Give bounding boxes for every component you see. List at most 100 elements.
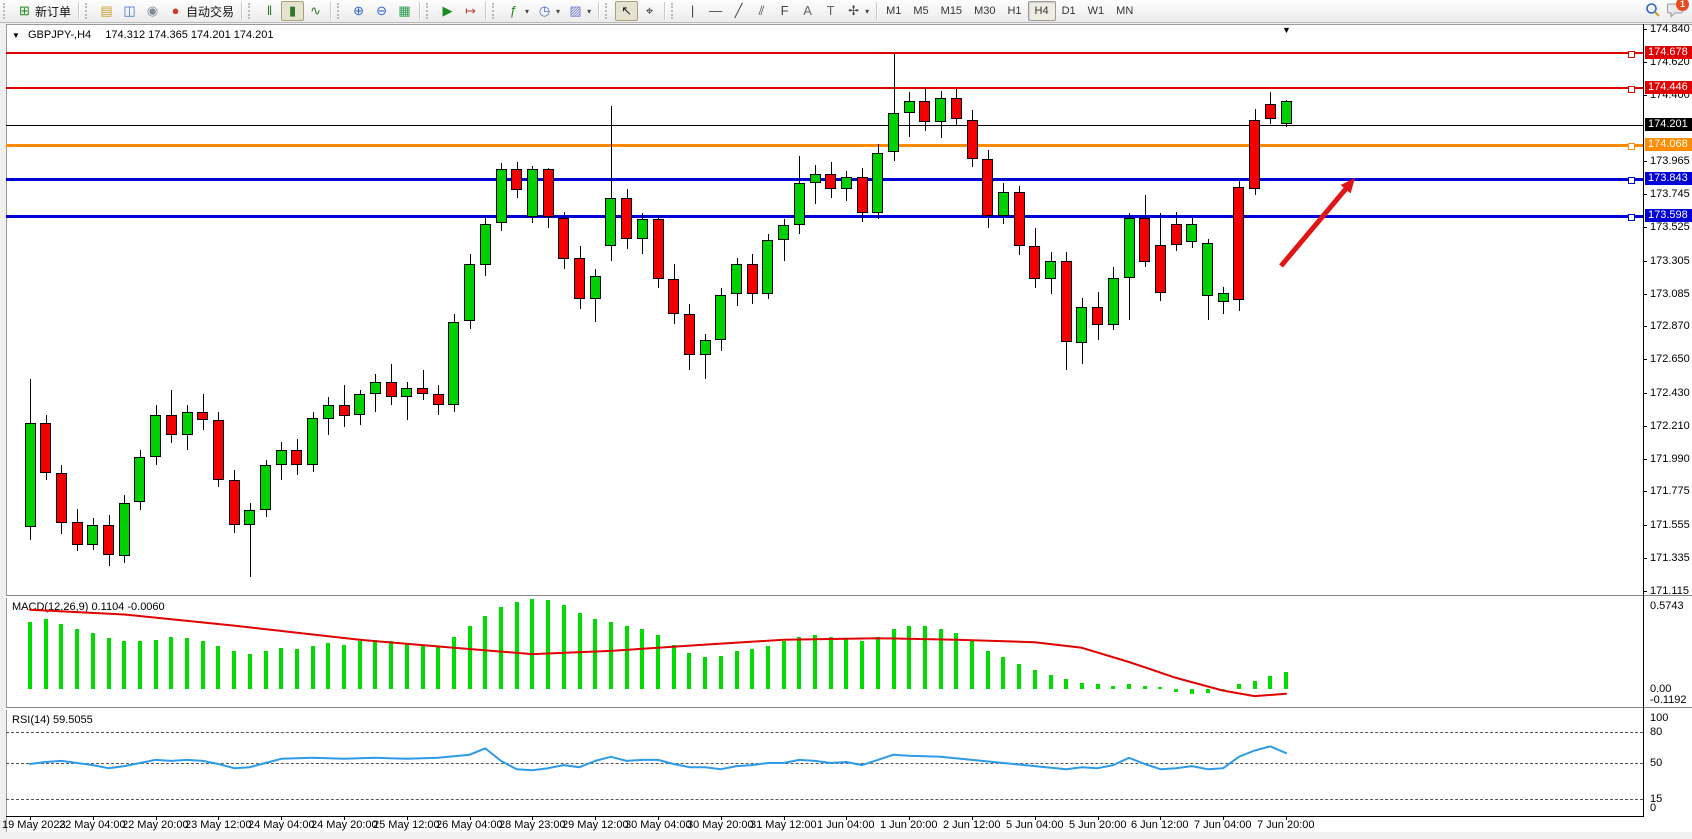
candle[interactable] — [747, 264, 758, 294]
candle[interactable] — [653, 219, 664, 279]
candle[interactable] — [229, 480, 240, 525]
signal-button[interactable]: ◉ — [141, 1, 164, 21]
trend-arrow-shaft[interactable] — [1279, 184, 1351, 268]
candle[interactable] — [810, 174, 821, 183]
label-button[interactable]: T — [819, 1, 842, 21]
candle[interactable] — [919, 101, 930, 122]
candle[interactable] — [935, 98, 946, 122]
timeframe-w1-button[interactable]: W1 — [1087, 5, 1105, 17]
chart-shift-button[interactable]: ↦ — [459, 1, 482, 21]
candle[interactable] — [825, 174, 836, 189]
candle[interactable] — [1124, 218, 1135, 278]
periods-button[interactable]: ◷ ▾ — [533, 1, 564, 21]
candle[interactable] — [951, 98, 962, 119]
chevron-down-icon[interactable]: ▾ — [525, 6, 530, 16]
templates-button[interactable]: ▨ ▾ — [564, 1, 595, 21]
candle[interactable] — [417, 388, 428, 394]
candle[interactable] — [511, 169, 522, 190]
oneclick-collapse-icon[interactable]: ▼ — [12, 31, 20, 40]
chevron-down-icon[interactable]: ▾ — [556, 6, 561, 16]
candle[interactable] — [464, 264, 475, 321]
horizontal-line-object[interactable] — [6, 144, 1643, 147]
candle[interactable] — [25, 423, 36, 527]
candle[interactable] — [590, 276, 601, 299]
candle[interactable] — [386, 382, 397, 397]
candle[interactable] — [166, 415, 177, 435]
candle[interactable] — [480, 224, 491, 265]
candle[interactable] — [621, 198, 632, 239]
candle[interactable] — [119, 503, 130, 556]
line-endpoint-marker[interactable] — [1628, 51, 1635, 58]
candle[interactable] — [244, 510, 255, 525]
candle[interactable] — [888, 113, 899, 152]
candle[interactable] — [1061, 261, 1072, 342]
timeframe-h4-button[interactable]: H4 — [1027, 1, 1056, 21]
horizontal-line-object[interactable] — [6, 87, 1643, 89]
candle[interactable] — [291, 450, 302, 465]
timeframe-h1-button[interactable]: H1 — [1007, 5, 1022, 17]
candle[interactable] — [182, 412, 193, 435]
chevron-down-icon[interactable]: ▾ — [865, 6, 870, 16]
fibonacci-button[interactable]: F — [773, 1, 796, 21]
candle[interactable] — [637, 219, 648, 239]
candle[interactable] — [778, 225, 789, 240]
timeframe-m30-button[interactable]: M30 — [974, 5, 996, 17]
candle[interactable] — [56, 473, 67, 523]
candle[interactable] — [197, 412, 208, 420]
candle[interactable] — [715, 295, 726, 340]
candle[interactable] — [150, 415, 161, 457]
chat-icon[interactable]: 1 — [1667, 0, 1689, 21]
pane-separator[interactable] — [6, 595, 1692, 598]
new-order-button[interactable]: ⊞ 新订单 — [13, 1, 75, 21]
terminal-button[interactable]: ◫ — [118, 1, 141, 21]
candle[interactable] — [1045, 261, 1056, 279]
trendline-button[interactable]: ╱ — [727, 1, 750, 21]
marketwatch-button[interactable]: ▤ — [95, 1, 118, 21]
candle[interactable] — [1076, 307, 1087, 343]
candle[interactable] — [260, 465, 271, 510]
vline-button[interactable]: | — [681, 1, 704, 21]
horizontal-line-object[interactable] — [6, 178, 1643, 181]
candle[interactable] — [72, 522, 83, 545]
candle[interactable] — [87, 525, 98, 545]
candle[interactable] — [1155, 245, 1166, 293]
candle[interactable] — [731, 264, 742, 294]
candle[interactable] — [370, 382, 381, 394]
candle[interactable] — [967, 120, 978, 159]
candle[interactable] — [1139, 218, 1150, 262]
zoom-in-button[interactable]: ⊕ — [347, 1, 370, 21]
candle[interactable] — [558, 218, 569, 259]
candle[interactable] — [1171, 224, 1182, 245]
candle[interactable] — [794, 183, 805, 225]
candle-chart-button[interactable]: ▮ — [281, 1, 305, 21]
candle[interactable] — [543, 169, 554, 217]
trend-arrow-head[interactable] — [1340, 178, 1355, 194]
candle[interactable] — [323, 405, 334, 419]
candle[interactable] — [700, 340, 711, 355]
indicators-button[interactable]: ƒ ▾ — [502, 1, 533, 21]
candle[interactable] — [448, 322, 459, 405]
candle[interactable] — [1218, 293, 1229, 302]
candle[interactable] — [872, 153, 883, 213]
autotrading-button[interactable]: ● 自动交易 — [164, 1, 238, 21]
candle[interactable] — [1014, 192, 1025, 246]
cursor-button[interactable]: ↖ — [615, 1, 639, 21]
pane-separator[interactable] — [6, 707, 1692, 710]
chart-shift-marker[interactable]: ▼ — [1282, 25, 1291, 35]
hline-button[interactable]: — — [704, 1, 727, 21]
horizontal-line-object[interactable] — [6, 215, 1643, 218]
candle[interactable] — [684, 314, 695, 355]
candle[interactable] — [857, 177, 868, 213]
candle[interactable] — [1108, 278, 1119, 325]
text-button[interactable]: A — [796, 1, 819, 21]
candle[interactable] — [527, 169, 538, 217]
candle[interactable] — [1092, 307, 1103, 325]
timeframe-m1-button[interactable]: M1 — [886, 5, 902, 17]
search-icon[interactable] — [1645, 2, 1661, 21]
candle[interactable] — [134, 457, 145, 502]
timeframe-m15-button[interactable]: M15 — [940, 5, 963, 17]
candle[interactable] — [496, 169, 507, 223]
candle[interactable] — [998, 192, 1009, 216]
bar-chart-button[interactable]: ‖ — [258, 1, 281, 21]
candle[interactable] — [433, 394, 444, 405]
